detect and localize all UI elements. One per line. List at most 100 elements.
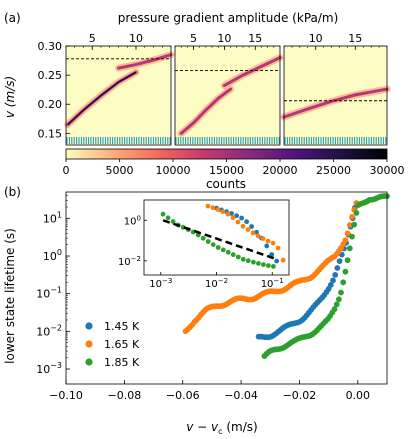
colorbar-gradient <box>66 149 387 159</box>
top-tick-label: 10 <box>217 32 231 45</box>
inset-point <box>251 260 256 265</box>
data-point <box>351 222 357 228</box>
inset-point <box>274 259 279 264</box>
tick-exponent: 1 <box>57 210 62 219</box>
panel-b-x-label: v − vc (m/s) <box>186 420 257 436</box>
colorbar-tick-label: 20000 <box>263 164 298 177</box>
tick-base: 10 <box>43 212 57 225</box>
tick-exponent: −3 <box>50 361 62 370</box>
colorbar-tick-label: 0 <box>63 164 70 177</box>
heatmap-panel-3: 10 15 <box>284 32 387 145</box>
data-point <box>345 257 351 263</box>
top-tick-label: 5 <box>89 32 96 45</box>
inset-x-tick-label: 10−2 <box>205 277 228 290</box>
inset-point <box>166 215 171 220</box>
inset-point <box>244 219 249 224</box>
legend-label: 1.65 K <box>104 338 140 351</box>
panel-a-y-label: v (m/s) <box>3 76 17 118</box>
panel-b-y-label: lower state lifetime (s) <box>3 228 17 364</box>
inset-point <box>211 242 216 247</box>
y-tick-label: 10−2 <box>36 323 62 338</box>
colorbar-tick-label: 15000 <box>209 164 244 177</box>
y-tick-label: 101 <box>43 210 62 225</box>
inset-x-tick-label: 10−3 <box>149 277 172 290</box>
data-point <box>332 272 338 278</box>
x-tick-label: −0.02 <box>283 389 317 402</box>
colorbar-tick-label: 5000 <box>106 164 134 177</box>
tick-base: 10 <box>261 279 274 290</box>
data-point <box>347 245 353 251</box>
data-point <box>338 290 344 296</box>
top-tick-label: 5 <box>190 32 197 45</box>
inset-point <box>251 231 256 236</box>
inset-x-tick-label: 10−1 <box>261 277 284 290</box>
tick-exponent: −1 <box>273 277 283 285</box>
inset-point <box>264 244 269 249</box>
data-point <box>336 296 342 302</box>
inset-point <box>216 207 221 212</box>
top-tick-label: 10 <box>129 32 143 45</box>
inset-point <box>161 212 166 217</box>
colorbar-label: counts <box>206 177 246 191</box>
data-point <box>349 214 355 220</box>
data-point <box>334 302 340 308</box>
inset-point <box>256 233 261 238</box>
y-tick-label: 10−3 <box>36 361 62 376</box>
tick-base: 10 <box>36 363 50 376</box>
tick-base: 10 <box>149 279 162 290</box>
inset-point <box>246 258 251 263</box>
legend-marker <box>85 358 92 365</box>
x-tick-label: −0.04 <box>224 389 258 402</box>
colorbar: 0 5000 10000 15000 20000 25000 30000 <box>63 149 405 177</box>
heatmap-panel-2: 5 10 15 <box>175 32 280 145</box>
top-tick-label: 15 <box>248 32 262 45</box>
heatmap-panels: 5 100.150.200.250.305 10 15 10 15 <box>38 32 388 145</box>
inset-point <box>231 252 236 257</box>
legend-label: 1.45 K <box>104 320 140 333</box>
tick-exponent: −2 <box>218 277 228 285</box>
panel-a-top-axis-label: pressure gradient amplitude (kPa/m) <box>118 11 339 25</box>
x-tick-label: −0.10 <box>49 389 83 402</box>
inset-point <box>256 261 261 266</box>
data-point <box>349 234 355 240</box>
inset-point <box>241 224 246 229</box>
inset-point <box>276 246 281 251</box>
heatmap-panel-1: 5 10 0.15 0.20 0.25 0.30 <box>38 32 172 145</box>
x-tick-label: −0.06 <box>166 389 200 402</box>
legend-marker <box>85 322 92 329</box>
tick-exponent: 0 <box>137 214 141 222</box>
tick-exponent: −3 <box>162 277 172 285</box>
inset-point <box>201 236 206 241</box>
legend-label: 1.85 K <box>104 356 140 369</box>
inset-point <box>221 248 226 253</box>
y-tick-label: 0.30 <box>38 40 63 53</box>
inset-point <box>226 250 231 255</box>
tick-exponent: −2 <box>131 255 141 263</box>
data-point <box>343 237 349 243</box>
inset-point <box>236 255 241 260</box>
inset-point <box>261 262 266 267</box>
legend-marker <box>85 340 92 347</box>
inset-point <box>246 227 251 232</box>
inset-point <box>266 263 271 268</box>
inset-point <box>261 236 266 241</box>
inset-point <box>239 216 244 221</box>
y-tick-label: 0.15 <box>38 127 63 140</box>
inset-point <box>216 245 221 250</box>
tick-exponent: −2 <box>50 323 62 332</box>
tick-base: 10 <box>124 216 137 227</box>
tick-base: 10 <box>118 257 131 268</box>
colorbar-tick-label: 10000 <box>156 164 191 177</box>
y-tick-label: 0.25 <box>38 69 63 82</box>
y-tick-label: 0.20 <box>38 98 63 111</box>
inset-point <box>271 264 276 269</box>
tick-exponent: −1 <box>50 286 62 295</box>
data-point <box>337 258 343 264</box>
data-point <box>340 279 346 285</box>
inset-point <box>266 239 271 244</box>
data-point <box>335 265 341 271</box>
inset-point <box>271 241 276 246</box>
inset-point <box>206 239 211 244</box>
inset-point <box>231 215 236 220</box>
